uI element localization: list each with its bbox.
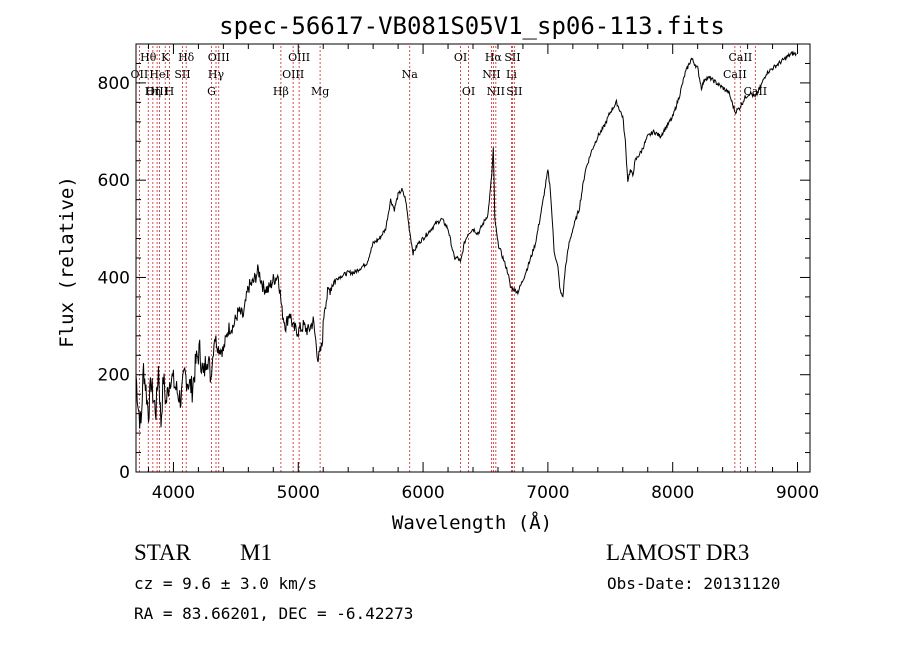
- marker-label-26: CaII: [723, 68, 747, 81]
- chart-title: spec-56617-VB081S05V1_sp06-113.fits: [219, 12, 725, 40]
- marker-label-10: Hγ: [208, 68, 225, 81]
- y-tick-label-600: 600: [98, 171, 130, 191]
- x-tick-label-7000: 7000: [526, 483, 569, 503]
- marker-label-15: Mg: [311, 85, 329, 98]
- marker-label-24: SII: [506, 85, 522, 98]
- object-subclass: M1: [240, 540, 272, 565]
- object-class: STAR: [134, 540, 191, 565]
- observation-date: Obs-Date: 20131120: [607, 574, 781, 593]
- marker-label-6: SII: [174, 68, 190, 81]
- coordinates: RA = 83.66201, DEC = -6.42273: [134, 604, 414, 623]
- plot-frame: [135, 43, 811, 473]
- marker-label-2: OIII: [146, 85, 168, 98]
- marker-label-9: OIII: [208, 51, 230, 64]
- marker-label-11: G: [207, 85, 216, 98]
- marker-label-18: OI: [462, 85, 475, 98]
- y-tick-label-0: 0: [119, 463, 130, 483]
- survey-name: LAMOST DR3: [606, 540, 750, 565]
- marker-label-12: Hβ: [273, 85, 289, 98]
- marker-label-0: Hθ: [140, 51, 157, 64]
- marker-label-16: Na: [402, 68, 419, 81]
- marker-label-21: NII: [487, 85, 505, 98]
- x-tick-label-5000: 5000: [277, 483, 320, 503]
- marker-label-7: H: [165, 85, 175, 98]
- y-axis-label: Flux (relative): [56, 176, 78, 348]
- marker-label-23: Li: [506, 68, 517, 81]
- marker-label-20: NII: [482, 68, 500, 81]
- emission-line-labels: Hθ OII OIII K HeI Hη SII H Hδ OIII Hγ G Hβ OIII OIII Mg…: [131, 51, 768, 98]
- marker-label-4: HeI: [149, 68, 169, 81]
- x-tick-label-8000: 8000: [651, 483, 694, 503]
- redshift-cz: cz = 9.6 ± 3.0 km/s: [134, 574, 318, 593]
- spectrum-line: [135, 50, 797, 429]
- x-tick-label-9000: 9000: [776, 483, 819, 503]
- marker-label-17: OI: [454, 51, 467, 64]
- marker-label-13: OIII: [288, 51, 310, 64]
- y-axis-ticks: 0 200 400 600 800: [98, 62, 810, 483]
- marker-label-1: OII: [131, 68, 149, 81]
- x-axis-ticks: 4000 5000 6000 7000 8000 9000: [147, 44, 819, 503]
- marker-label-5: Hη: [145, 85, 161, 98]
- marker-label-3: K: [161, 51, 170, 64]
- y-tick-label-800: 800: [98, 74, 130, 94]
- x-tick-label-4000: 4000: [152, 483, 195, 503]
- y-tick-label-200: 200: [98, 366, 130, 386]
- marker-label-25: CaII: [729, 51, 753, 64]
- marker-label-8: Hδ: [178, 51, 195, 64]
- x-axis-label: Wavelength (Å): [392, 511, 552, 534]
- marker-label-14: OIII: [282, 68, 304, 81]
- marker-label-19: Hα: [485, 51, 503, 64]
- x-tick-label-6000: 6000: [401, 483, 444, 503]
- emission-line-markers: [138, 46, 756, 472]
- marker-label-22: SII: [504, 51, 520, 64]
- y-tick-label-400: 400: [98, 268, 130, 288]
